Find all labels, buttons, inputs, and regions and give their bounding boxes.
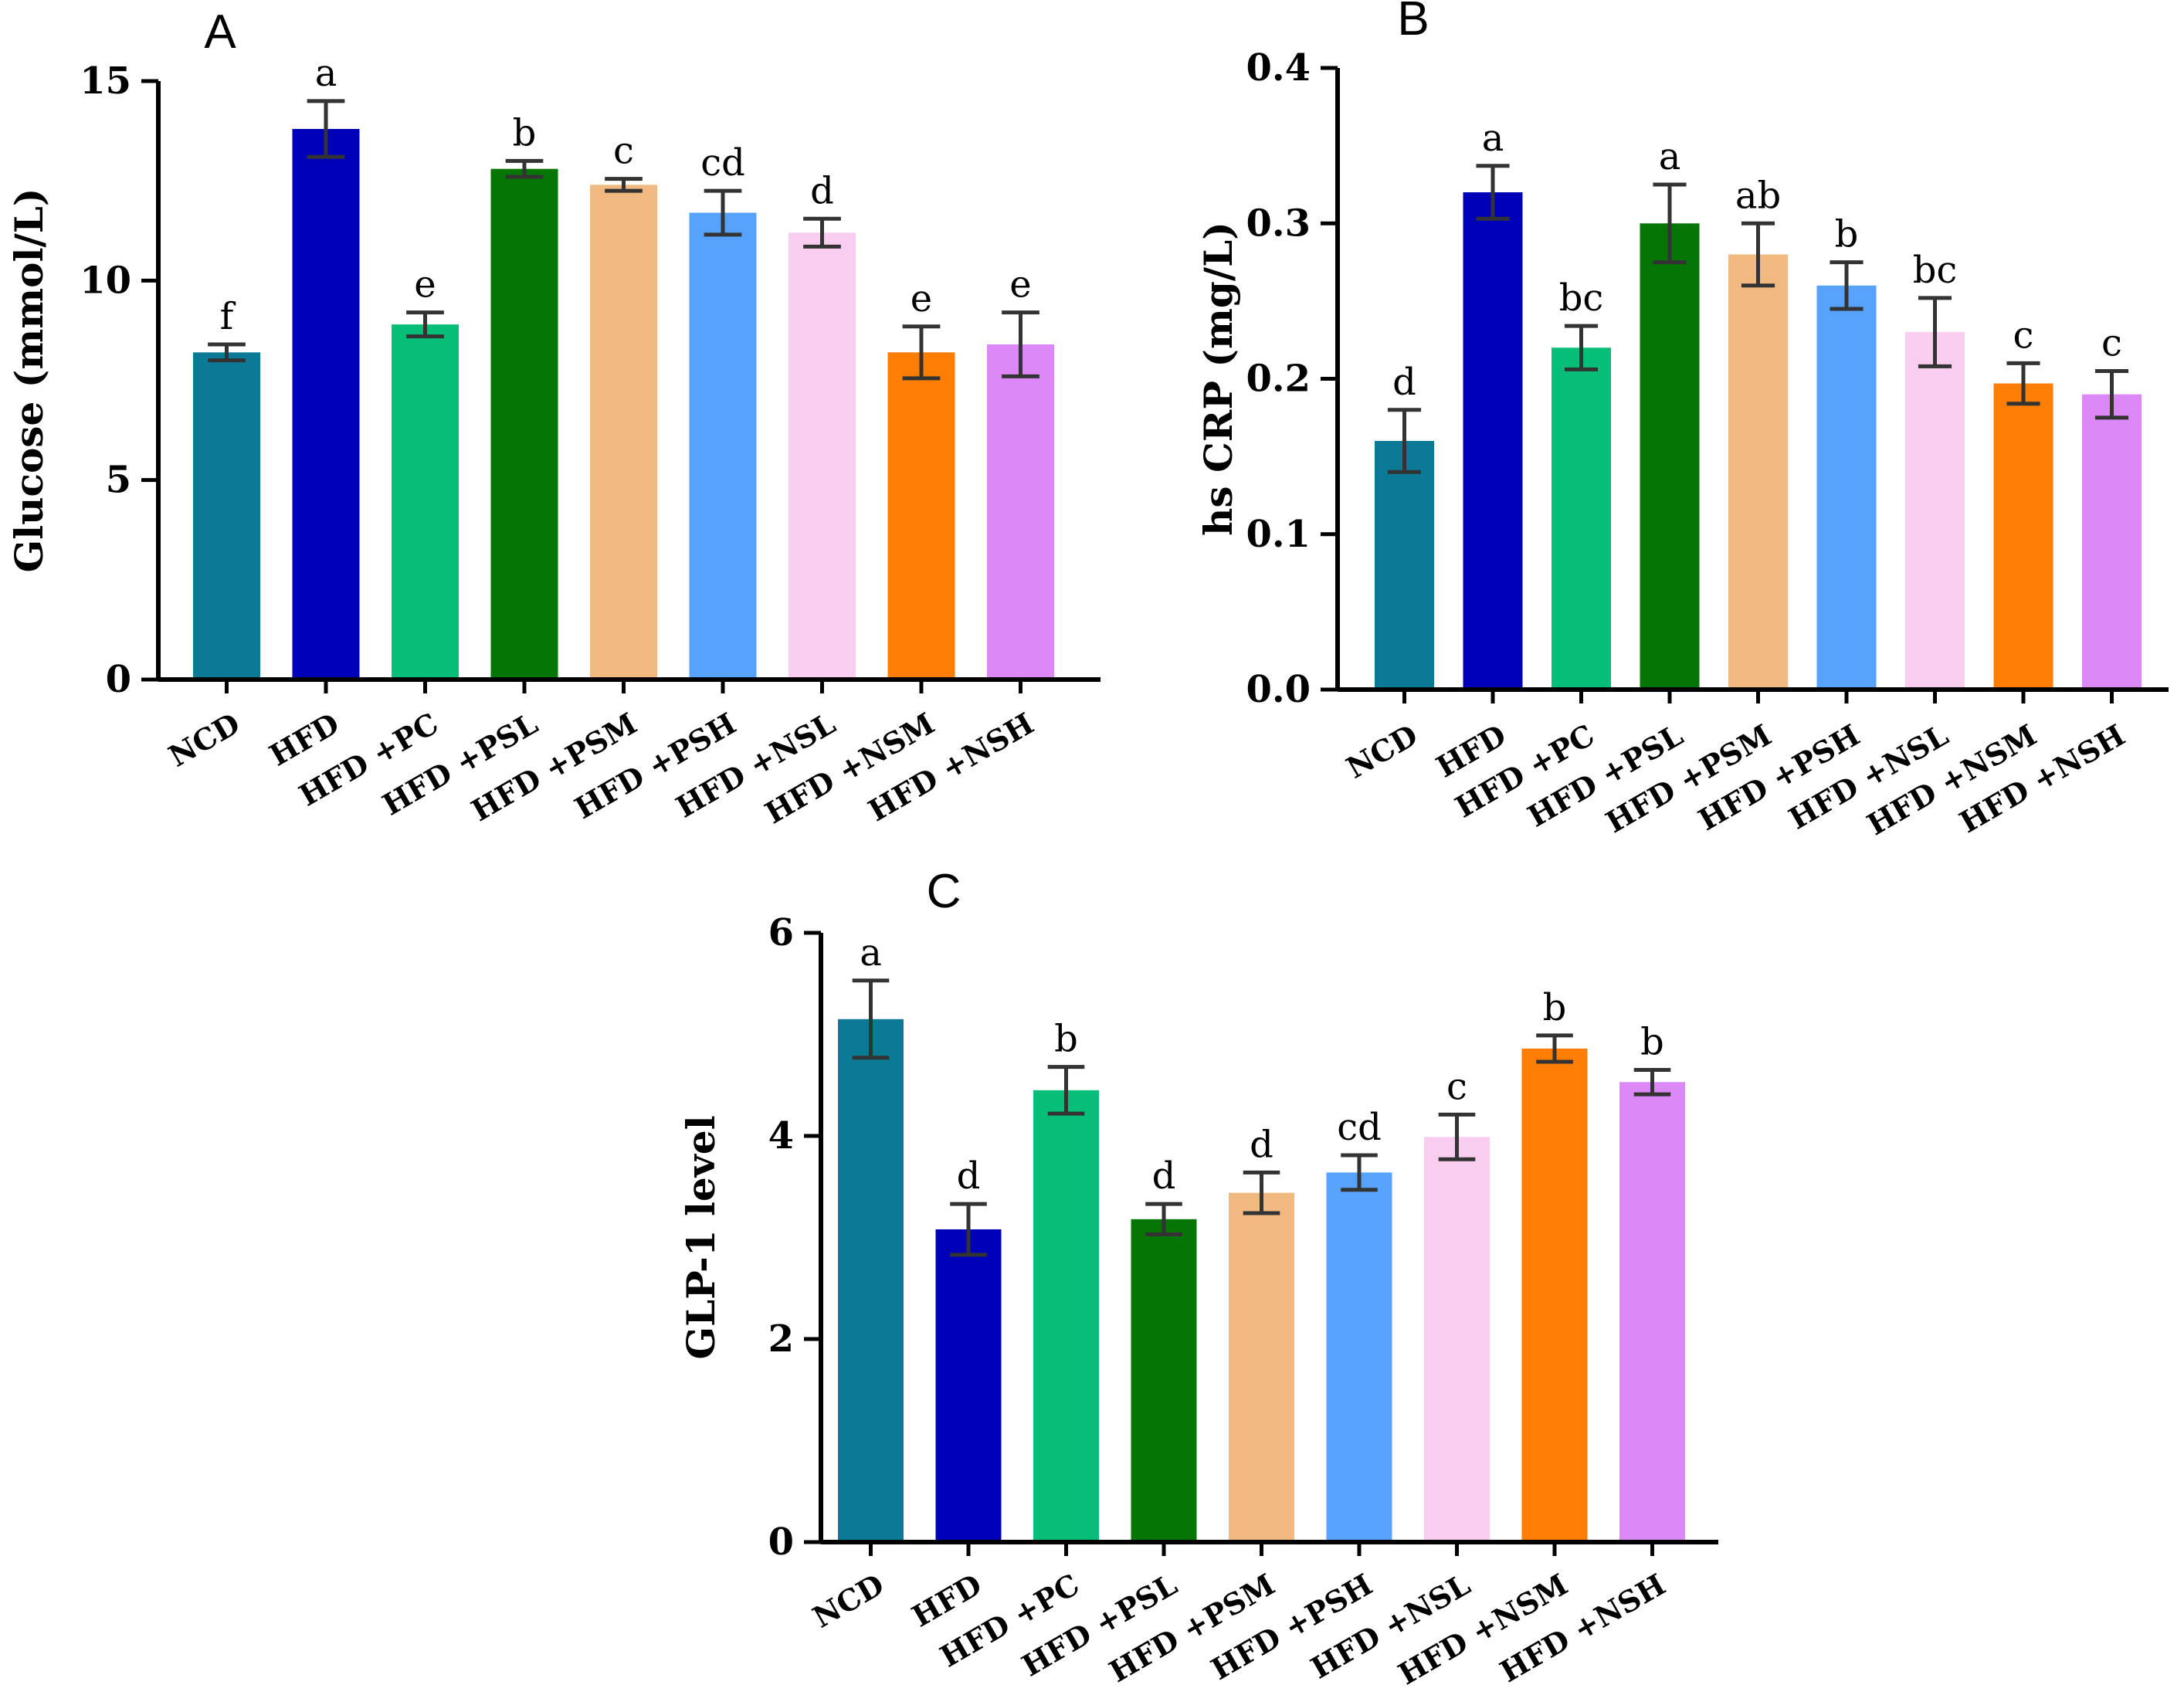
panel-label: B	[1397, 0, 1429, 46]
significance-label: a	[860, 931, 882, 975]
bar	[1131, 1219, 1197, 1542]
y-axis-title: hs CRP (mg/L)	[1195, 222, 1241, 536]
bar	[2082, 394, 2142, 690]
y-tick-label: 0	[106, 658, 131, 701]
y-tick-label: 0.1	[1246, 513, 1311, 556]
bar	[1326, 1172, 1392, 1542]
significance-label: d	[1152, 1154, 1176, 1198]
bar	[838, 1019, 904, 1542]
bar	[1905, 332, 1965, 690]
significance-label: b	[1640, 1021, 1664, 1064]
bar	[788, 232, 856, 680]
bar	[193, 352, 260, 680]
y-axis-title: Glucose (mmol/L)	[6, 188, 52, 572]
significance-label: a	[1482, 117, 1504, 160]
bar	[1375, 441, 1434, 690]
y-tick-label: 5	[106, 459, 131, 502]
y-tick-label: 4	[768, 1114, 794, 1158]
y-tick-label: 0.4	[1246, 46, 1311, 90]
significance-label: bc	[1559, 276, 1604, 320]
bar	[1521, 1048, 1588, 1542]
significance-label: c	[1446, 1065, 1467, 1108]
y-tick-label: 6	[768, 911, 794, 954]
bar	[392, 324, 459, 680]
bar	[1033, 1090, 1099, 1542]
significance-label: cd	[1337, 1106, 1382, 1149]
bar	[1463, 192, 1523, 690]
y-tick-label: 0.0	[1246, 668, 1311, 711]
significance-label: e	[911, 277, 932, 320]
significance-label: ab	[1735, 174, 1781, 217]
category-label: HFD +NSH	[1494, 1567, 1671, 1689]
category-label: NCD	[163, 706, 246, 774]
significance-label: d	[1392, 361, 1416, 404]
bar	[1552, 347, 1611, 690]
bar	[887, 352, 955, 680]
significance-label: e	[1009, 263, 1031, 307]
bar	[1816, 285, 1877, 690]
significance-label: f	[220, 295, 236, 338]
significance-label: c	[613, 130, 634, 173]
category-label: HFD +PSM	[466, 706, 643, 828]
y-tick-label: 0.2	[1246, 358, 1311, 401]
bar	[292, 129, 360, 680]
category-label: HFD +NSH	[863, 706, 1039, 828]
significance-label: c	[2101, 321, 2122, 364]
y-tick-label: 2	[768, 1317, 794, 1361]
significance-label: e	[414, 263, 436, 307]
bar	[1640, 223, 1700, 690]
significance-label: b	[1054, 1018, 1078, 1061]
significance-label: d	[1250, 1123, 1273, 1166]
y-axis-title: GLP-1 level	[678, 1115, 724, 1359]
significance-label: b	[1835, 213, 1859, 256]
y-tick-label: 0.3	[1246, 202, 1311, 245]
y-tick-label: 15	[80, 59, 131, 103]
significance-label: d	[957, 1154, 981, 1198]
bar	[987, 344, 1054, 680]
y-tick-label: 0	[768, 1520, 794, 1564]
bar	[935, 1229, 1002, 1542]
significance-label: a	[1659, 135, 1681, 178]
bar	[1728, 254, 1788, 690]
y-tick-label: 10	[80, 259, 131, 302]
bar	[490, 168, 558, 680]
significance-label: c	[2013, 314, 2034, 357]
significance-label: b	[1543, 986, 1567, 1029]
significance-label: d	[810, 169, 834, 212]
bar	[590, 185, 657, 680]
bar	[689, 212, 757, 680]
significance-label: bc	[1913, 249, 1958, 292]
significance-label: b	[513, 111, 537, 154]
category-label: NCD	[1341, 717, 1423, 785]
significance-label: cd	[700, 141, 745, 185]
significance-label: a	[315, 52, 337, 95]
bar	[1229, 1192, 1294, 1542]
bar	[1993, 383, 2053, 690]
panel-label: C	[927, 865, 961, 918]
bar	[1424, 1137, 1490, 1542]
bar	[1619, 1082, 1685, 1542]
category-label: NCD	[807, 1567, 890, 1635]
panel-label: A	[204, 5, 236, 59]
